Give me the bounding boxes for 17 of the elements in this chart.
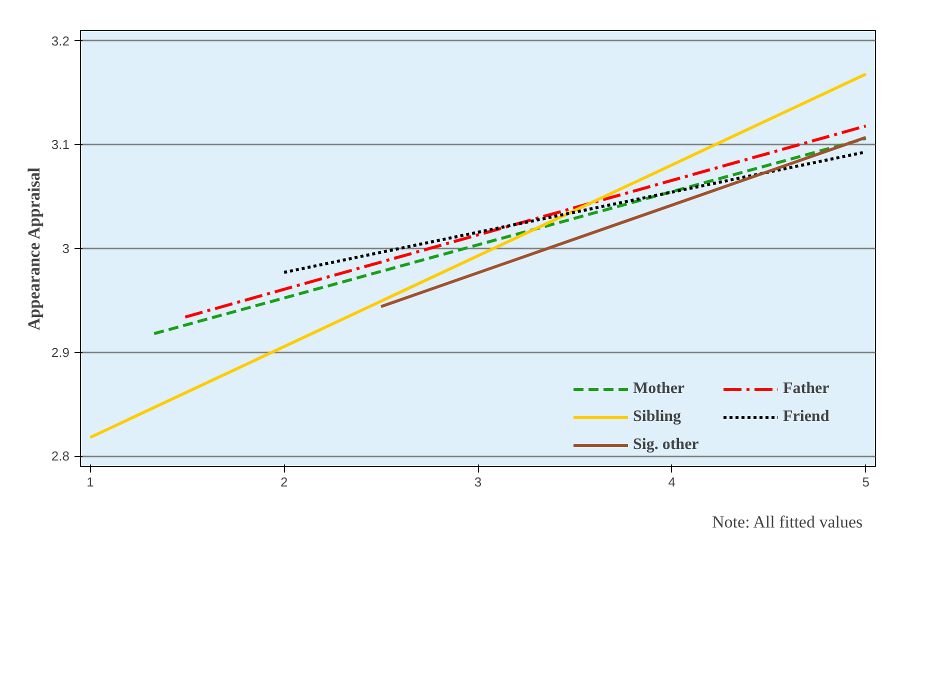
y-tick-label: 3	[62, 241, 70, 256]
x-tick-label: 5	[862, 474, 870, 490]
legend-label: Sig. other	[633, 436, 700, 454]
x-tick-label: 4	[668, 474, 676, 490]
legend-label: Friend	[783, 408, 830, 426]
text: Note: All fitted values	[712, 512, 863, 532]
y-axis-title: Appearance Appraisal	[24, 167, 44, 330]
legend-label: Sibling	[633, 408, 682, 426]
x-tick-label: 3	[474, 474, 482, 490]
legend-label: Father	[783, 380, 830, 398]
x-tick-label: 2	[280, 474, 288, 490]
legend-label: Mother	[633, 380, 686, 398]
y-tick-label: 3.1	[51, 137, 70, 152]
y-tick-label: 2.9	[51, 344, 70, 360]
y-tick-label: 3.2	[51, 33, 70, 48]
y-tick-label: 2.8	[51, 448, 70, 464]
x-tick-label: 1	[86, 474, 94, 490]
